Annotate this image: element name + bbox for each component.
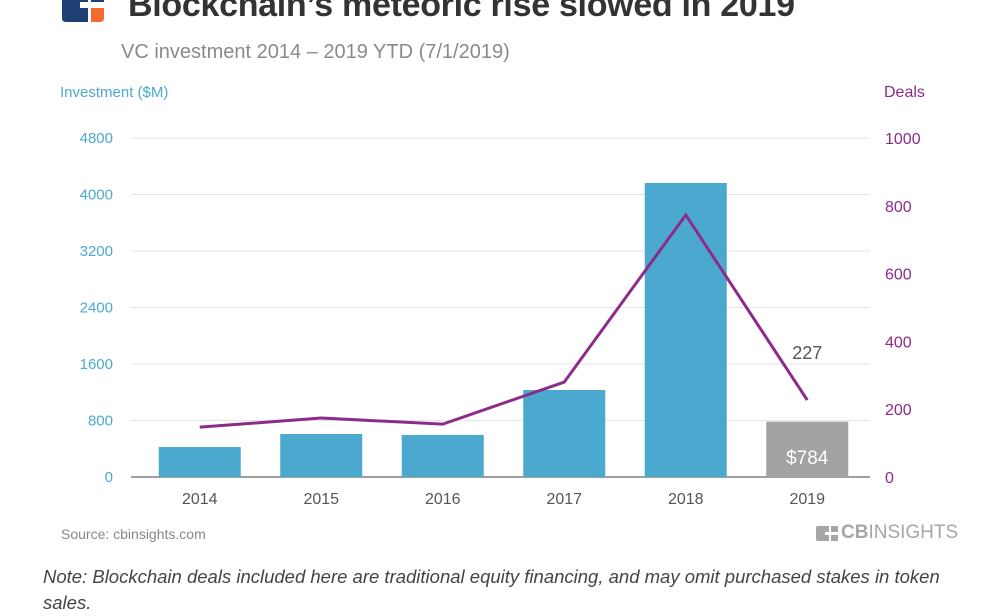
right-tick-label: 200 [885, 402, 912, 419]
left-tick-label: 4000 [80, 187, 113, 204]
bar-data-label: $784 [786, 448, 829, 469]
left-tick-label: 1600 [80, 356, 113, 373]
bar-2015 [280, 434, 362, 477]
left-tick-label: 4800 [80, 130, 113, 147]
footnote: Note: Blockchain deals included here are… [43, 564, 983, 616]
bar-2016 [402, 435, 484, 477]
right-tick-label: 800 [885, 199, 912, 216]
bar-2018 [645, 183, 727, 477]
right-tick-label: 600 [885, 267, 912, 284]
x-tick-label: 2018 [668, 491, 704, 508]
brand-bold: CB [841, 522, 868, 543]
brand-icon [816, 526, 838, 541]
right-tick-label: 0 [885, 470, 894, 487]
x-tick-label: 2015 [303, 491, 339, 508]
bars [159, 183, 849, 477]
source-text: Source: cbinsights.com [61, 526, 206, 542]
x-tick-label: 2014 [182, 491, 218, 508]
gridlines [131, 138, 870, 477]
left-tick-label: 2400 [80, 300, 113, 317]
x-tick-label: 2016 [425, 491, 461, 508]
x-tick-label: 2019 [789, 491, 825, 508]
line-data-label: 227 [792, 343, 822, 363]
brand-logo: CBINSIGHTS [816, 522, 958, 544]
right-tick-label: 400 [885, 334, 912, 351]
right-tick-label: 1000 [885, 131, 921, 148]
left-tick-label: 0 [105, 469, 113, 486]
data-labels: $784 227 [786, 343, 829, 469]
bar-2014 [159, 447, 241, 477]
brand-rest: INSIGHTS [868, 522, 958, 543]
bar-2017 [523, 390, 605, 477]
x-tick-label: 2017 [546, 491, 582, 508]
left-tick-label: 3200 [80, 243, 113, 260]
left-tick-label: 800 [88, 413, 113, 430]
